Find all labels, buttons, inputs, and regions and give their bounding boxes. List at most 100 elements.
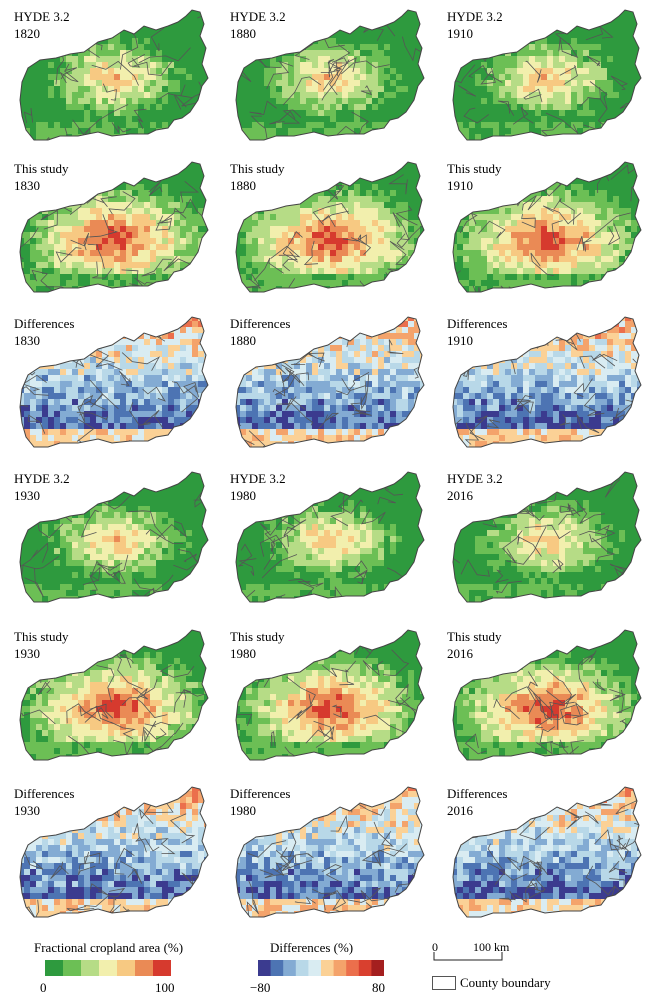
panel-source: Differences (230, 316, 291, 331)
panel-year: 2016 (447, 803, 473, 818)
colorbar-swatch (308, 960, 322, 976)
region-map (19, 471, 209, 603)
scale-bar (433, 952, 503, 961)
panel-title: This study 2016 (447, 628, 502, 662)
region-outline (19, 161, 209, 293)
region-outline (235, 9, 425, 141)
colorbar-swatch (346, 960, 360, 976)
panel-year: 1930 (14, 646, 40, 661)
region-map (235, 161, 425, 293)
county-boundary-swatch (432, 976, 456, 990)
panel-year: 1830 (14, 178, 40, 193)
region-outline (19, 9, 209, 141)
panel-source: Differences (14, 316, 75, 331)
panel-source: HYDE 3.2 (14, 471, 70, 486)
region-map (19, 786, 209, 918)
map-panel: Differences 1980 (228, 785, 428, 935)
panel-title: This study 1980 (230, 628, 285, 662)
region-outline (235, 629, 425, 761)
panel-title: Differences 1980 (230, 785, 290, 819)
colorbar-swatch (117, 960, 136, 976)
panel-source: This study (14, 161, 69, 176)
panel-source: HYDE 3.2 (230, 9, 286, 24)
region-outline (452, 9, 642, 141)
map-panel: This study 1830 (12, 160, 212, 310)
panel-title: HYDE 3.2 1910 (447, 8, 503, 42)
region-map (452, 9, 642, 141)
panel-source: Differences (447, 786, 508, 801)
map-panel: HYDE 3.2 1820 (12, 8, 212, 158)
differences-min-label: −80 (250, 980, 271, 995)
region-map (19, 9, 209, 141)
panel-title: HYDE 3.2 2016 (447, 470, 503, 504)
panel-source: This study (230, 161, 285, 176)
region-map (235, 629, 425, 761)
panel-year: 1880 (230, 178, 256, 193)
region-map (452, 161, 642, 293)
panel-year: 1930 (14, 488, 40, 503)
region-outline (452, 629, 642, 761)
region-map (235, 471, 425, 603)
map-panel: Differences 1910 (445, 315, 645, 465)
map-panel: This study 1910 (445, 160, 645, 310)
map-panel: HYDE 3.2 1930 (12, 470, 212, 620)
differences-colorbar (258, 960, 384, 976)
map-panel: HYDE 3.2 1880 (228, 8, 428, 158)
panel-title: Differences 1830 (14, 315, 74, 349)
panel-year: 1980 (230, 646, 256, 661)
panel-source: HYDE 3.2 (447, 9, 503, 24)
map-panel: This study 2016 (445, 628, 645, 778)
region-map (235, 9, 425, 141)
panel-year: 1980 (230, 803, 256, 818)
colorbar-swatch (371, 960, 384, 976)
region-outline (452, 161, 642, 293)
map-panel: Differences 1930 (12, 785, 212, 935)
colorbar-swatch (99, 960, 118, 976)
panel-title: Differences 1910 (447, 315, 507, 349)
region-outline (19, 786, 209, 918)
scale-end-label: 100 km (473, 940, 510, 954)
panel-title: HYDE 3.2 1820 (14, 8, 70, 42)
map-panel: HYDE 3.2 2016 (445, 470, 645, 620)
county-boundary-label: County boundary (460, 975, 551, 990)
panel-source: This study (447, 629, 502, 644)
panel-year: 1910 (447, 178, 473, 193)
region-outline (19, 629, 209, 761)
panel-title: Differences 2016 (447, 785, 507, 819)
panel-title: HYDE 3.2 1880 (230, 8, 286, 42)
panel-title: HYDE 3.2 1930 (14, 470, 70, 504)
region-outline (19, 316, 209, 448)
colorbar-swatch (81, 960, 100, 976)
region-map (452, 629, 642, 761)
panel-source: HYDE 3.2 (447, 471, 503, 486)
panel-source: This study (447, 161, 502, 176)
region-outline (452, 316, 642, 448)
map-panel: This study 1880 (228, 160, 428, 310)
region-outline (452, 471, 642, 603)
map-panel: Differences 1830 (12, 315, 212, 465)
panel-year: 1980 (230, 488, 256, 503)
panel-year: 1910 (447, 333, 473, 348)
map-panel: Differences 2016 (445, 785, 645, 935)
colorbar-swatch (283, 960, 297, 976)
colorbar-swatch (153, 960, 171, 976)
panel-title: This study 1910 (447, 160, 502, 194)
panel-source: HYDE 3.2 (230, 471, 286, 486)
map-panel: This study 1930 (12, 628, 212, 778)
cropland-colorbar (45, 960, 171, 976)
panel-year: 2016 (447, 646, 473, 661)
panel-year: 1830 (14, 333, 40, 348)
region-map (452, 316, 642, 448)
panel-title: This study 1930 (14, 628, 69, 662)
panel-source: This study (230, 629, 285, 644)
panel-title: Differences 1930 (14, 785, 74, 819)
region-outline (235, 161, 425, 293)
panel-source: Differences (14, 786, 75, 801)
panel-title: HYDE 3.2 1980 (230, 470, 286, 504)
map-panel: HYDE 3.2 1980 (228, 470, 428, 620)
panel-title: Differences 1880 (230, 315, 290, 349)
cropland-legend-title: Fractional cropland area (%) (34, 940, 184, 955)
panel-source: HYDE 3.2 (14, 9, 70, 24)
region-map (19, 316, 209, 448)
colorbar-swatch (135, 960, 154, 976)
